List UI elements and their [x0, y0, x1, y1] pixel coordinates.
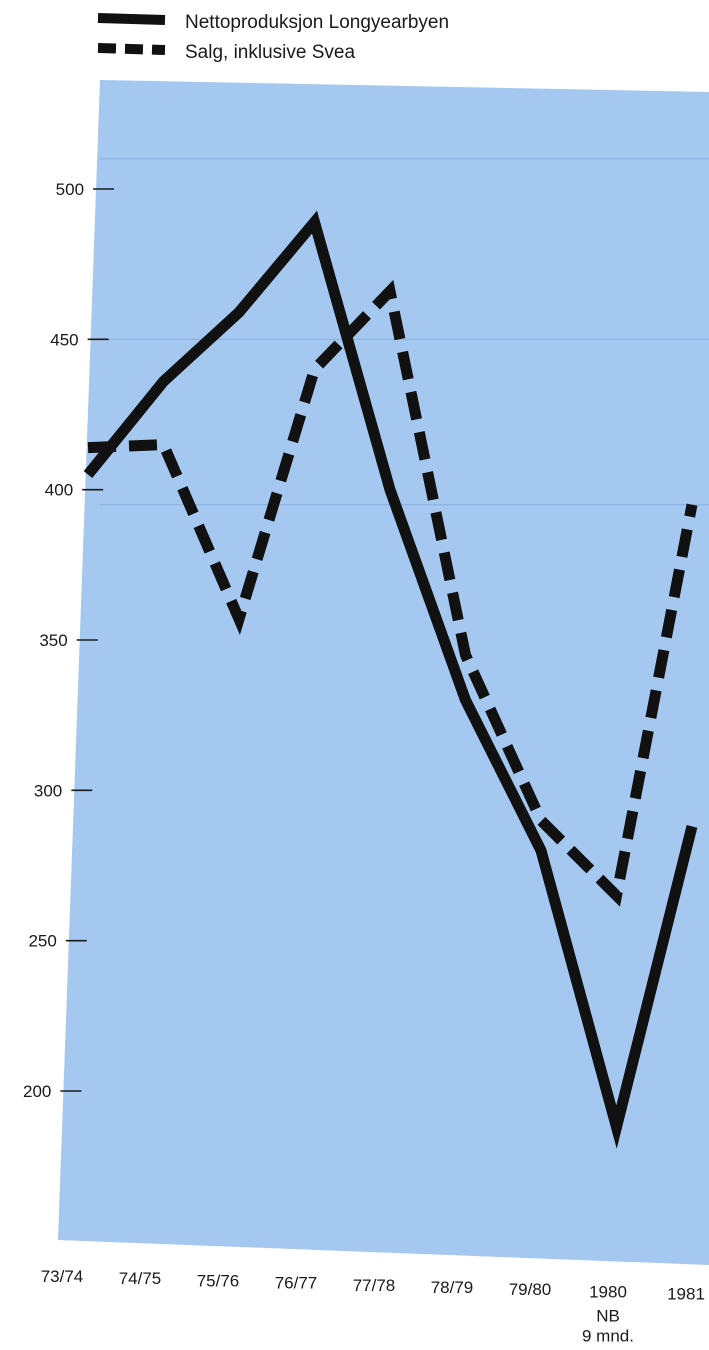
x-tick-label: 73/74 [41, 1267, 84, 1286]
x-tick-label: 75/76 [197, 1271, 240, 1290]
y-tick-label: 450 [50, 330, 78, 349]
plot-area [58, 80, 709, 1265]
y-tick-label: 200 [23, 1082, 51, 1101]
x-tick-label: 77/78 [353, 1276, 396, 1295]
y-tick-label: 300 [34, 781, 62, 800]
y-axis: 200 250 300 350 400 450 500 [23, 180, 115, 1101]
y-tick-label: 400 [45, 481, 73, 500]
y-tick-label: 350 [39, 631, 67, 650]
x-tick-label: 1981 [667, 1285, 705, 1304]
y-tick-label: 250 [28, 932, 56, 951]
legend-label: Salg, inklusive Svea [185, 42, 355, 63]
series-lines [83, 210, 698, 1149]
series-line-salg [87, 279, 698, 907]
legend-swatch [97, 43, 166, 55]
x-tick-label: 76/77 [275, 1274, 318, 1293]
x-tick-note: 9 mnd. [582, 1326, 634, 1345]
x-tick-label: 74/75 [119, 1269, 162, 1288]
x-axis: 73/74 74/75 75/76 76/77 77/78 78/79 79/80 1980 N… [41, 1267, 705, 1345]
series-line-nettoproduksjon [83, 210, 698, 1149]
legend-swatch [97, 13, 166, 25]
legend: Nettoproduksjon Longyearbyen Salg, inklus… [97, 12, 449, 63]
x-tick-label: 79/80 [509, 1280, 552, 1299]
x-tick-label: 78/79 [431, 1278, 474, 1297]
x-tick-note: NB [596, 1306, 620, 1325]
x-tick-label: 1980 [589, 1282, 627, 1301]
legend-label: Nettoproduksjon Longyearbyen [185, 12, 449, 33]
y-tick-label: 500 [56, 180, 84, 199]
